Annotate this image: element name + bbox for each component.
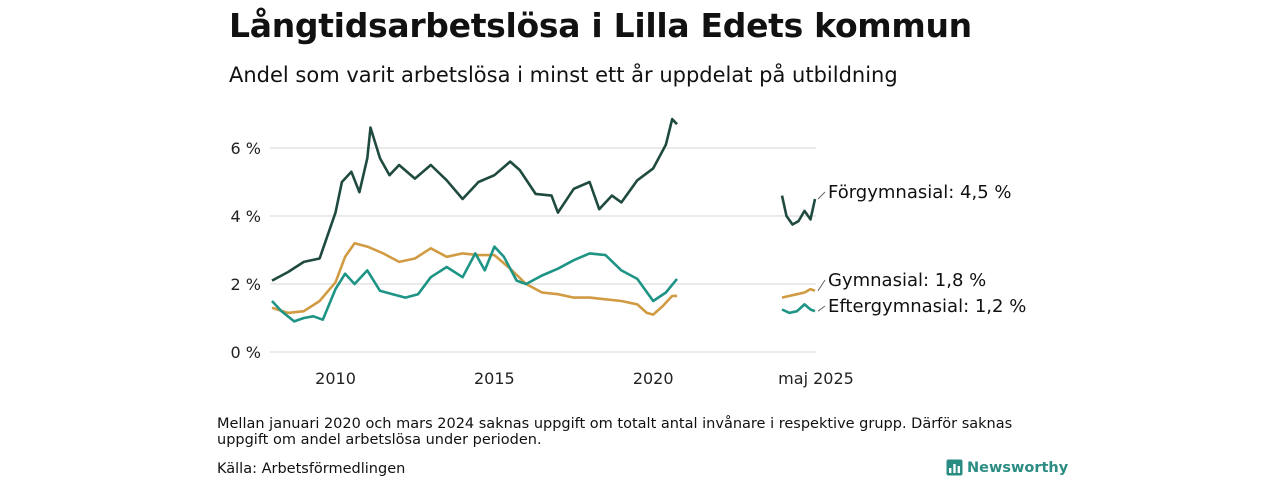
series-line-gymnasial — [271, 241, 677, 316]
x-tick-label: 2020 — [633, 369, 674, 388]
series-label-gymnasial: Gymnasial: 1,8 % — [828, 270, 986, 291]
label-connector — [817, 279, 826, 292]
line-chart: 0 % 2 % 4 % 6 % 2010 2015 2020 maj 2025 Förgym… — [231, 117, 1026, 388]
y-tick-label: 0 % — [231, 343, 261, 362]
series-labels: Förgymnasial: 4,5 % Gymnasial: 1,8 % Efter… — [817, 182, 1026, 317]
label-connector — [817, 191, 826, 200]
series-lines — [271, 117, 817, 323]
series-line-eftergymnasial — [271, 245, 679, 323]
series-label-förgymnasial: Förgymnasial: 4,5 % — [828, 182, 1012, 203]
brand-logo[interactable]: Newsworthy — [946, 459, 1068, 476]
footnote: Mellan januari 2020 och mars 2024 saknas… — [217, 416, 1013, 448]
series-line-recent-eftergymnasial — [781, 303, 816, 315]
brand-name: Newsworthy — [967, 459, 1069, 476]
x-tick-label: 2010 — [315, 369, 356, 388]
series-line-recent-gymnasial — [781, 287, 816, 299]
chart-title: Långtidsarbetslösa i Lilla Edets kommun — [229, 6, 972, 45]
x-tick-label-recent: maj 2025 — [778, 369, 854, 388]
chart-subtitle: Andel som varit arbetslösa i minst ett å… — [229, 63, 898, 87]
series-line-förgymnasial — [271, 117, 678, 282]
series-label-eftergymnasial: Eftergymnasial: 1,2 % — [828, 296, 1026, 317]
source-text: Källa: Arbetsförmedlingen — [217, 461, 406, 477]
x-tick-label: 2015 — [474, 369, 515, 388]
gridlines — [270, 147, 816, 353]
y-tick-label: 6 % — [231, 139, 261, 158]
newsworthy-icon — [946, 459, 963, 476]
x-axis-ticks: 2010 2015 2020 maj 2025 — [315, 369, 854, 388]
series-line-recent-förgymnasial — [780, 195, 817, 226]
label-connector — [817, 305, 826, 312]
y-tick-label: 2 % — [231, 275, 261, 294]
y-axis-ticks: 0 % 2 % 4 % 6 % — [231, 139, 261, 362]
y-tick-label: 4 % — [231, 207, 261, 226]
